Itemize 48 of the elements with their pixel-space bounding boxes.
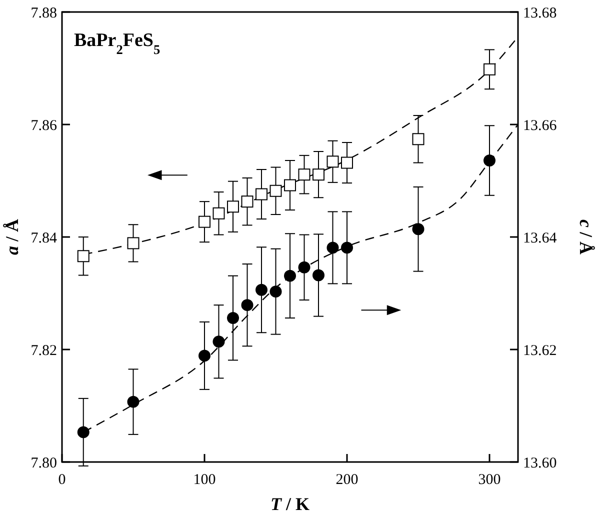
point: [326, 156, 339, 168]
point: [227, 312, 239, 324]
point: [412, 133, 424, 146]
y2-tick-label: 13.66: [523, 118, 558, 134]
x-tick-label: 100: [193, 472, 216, 488]
point: [198, 350, 210, 362]
point: [198, 216, 210, 228]
point: [484, 154, 496, 166]
point: [341, 242, 353, 254]
x-axis-title: T / K: [270, 494, 310, 514]
point: [326, 242, 339, 254]
point: [341, 156, 353, 169]
point: [284, 179, 296, 192]
x-tick-label: 200: [336, 472, 358, 488]
point: [256, 284, 268, 296]
y-tick-label: 7.82: [30, 342, 57, 359]
y2-tick-label: 13.62: [523, 342, 557, 359]
y-tick-label: 7.84: [30, 230, 58, 246]
y2-tick-label: 13.68: [523, 5, 557, 22]
point: [212, 336, 225, 348]
point: [298, 261, 310, 274]
point: [412, 223, 424, 236]
y-tick-label: 7.80: [30, 455, 57, 472]
point: [312, 269, 324, 282]
point: [298, 168, 310, 181]
point: [312, 168, 324, 181]
point: [270, 184, 282, 197]
point: [241, 299, 254, 312]
point: [284, 270, 296, 282]
point: [127, 237, 140, 250]
y2-axis-title: c / Å: [576, 220, 596, 254]
point: [77, 426, 90, 438]
x-tick-label: 300: [478, 472, 501, 488]
point: [241, 196, 254, 208]
point: [256, 188, 268, 200]
y-tick-label: 7.86: [30, 118, 58, 134]
point: [484, 63, 496, 76]
point: [77, 250, 90, 262]
annotation: BaPr$_{2}$FeS$_{5}$: [74, 30, 160, 56]
y-tick-label: 7.88: [30, 5, 57, 22]
point: [212, 207, 225, 220]
point: [270, 286, 282, 298]
y2-tick-label: 13.64: [523, 230, 558, 246]
point: [127, 396, 140, 408]
x-tick-label: 0: [58, 472, 66, 488]
y-axis-title: a / Å: [2, 219, 22, 255]
point: [227, 200, 239, 213]
y2-tick-label: 13.60: [523, 455, 557, 472]
